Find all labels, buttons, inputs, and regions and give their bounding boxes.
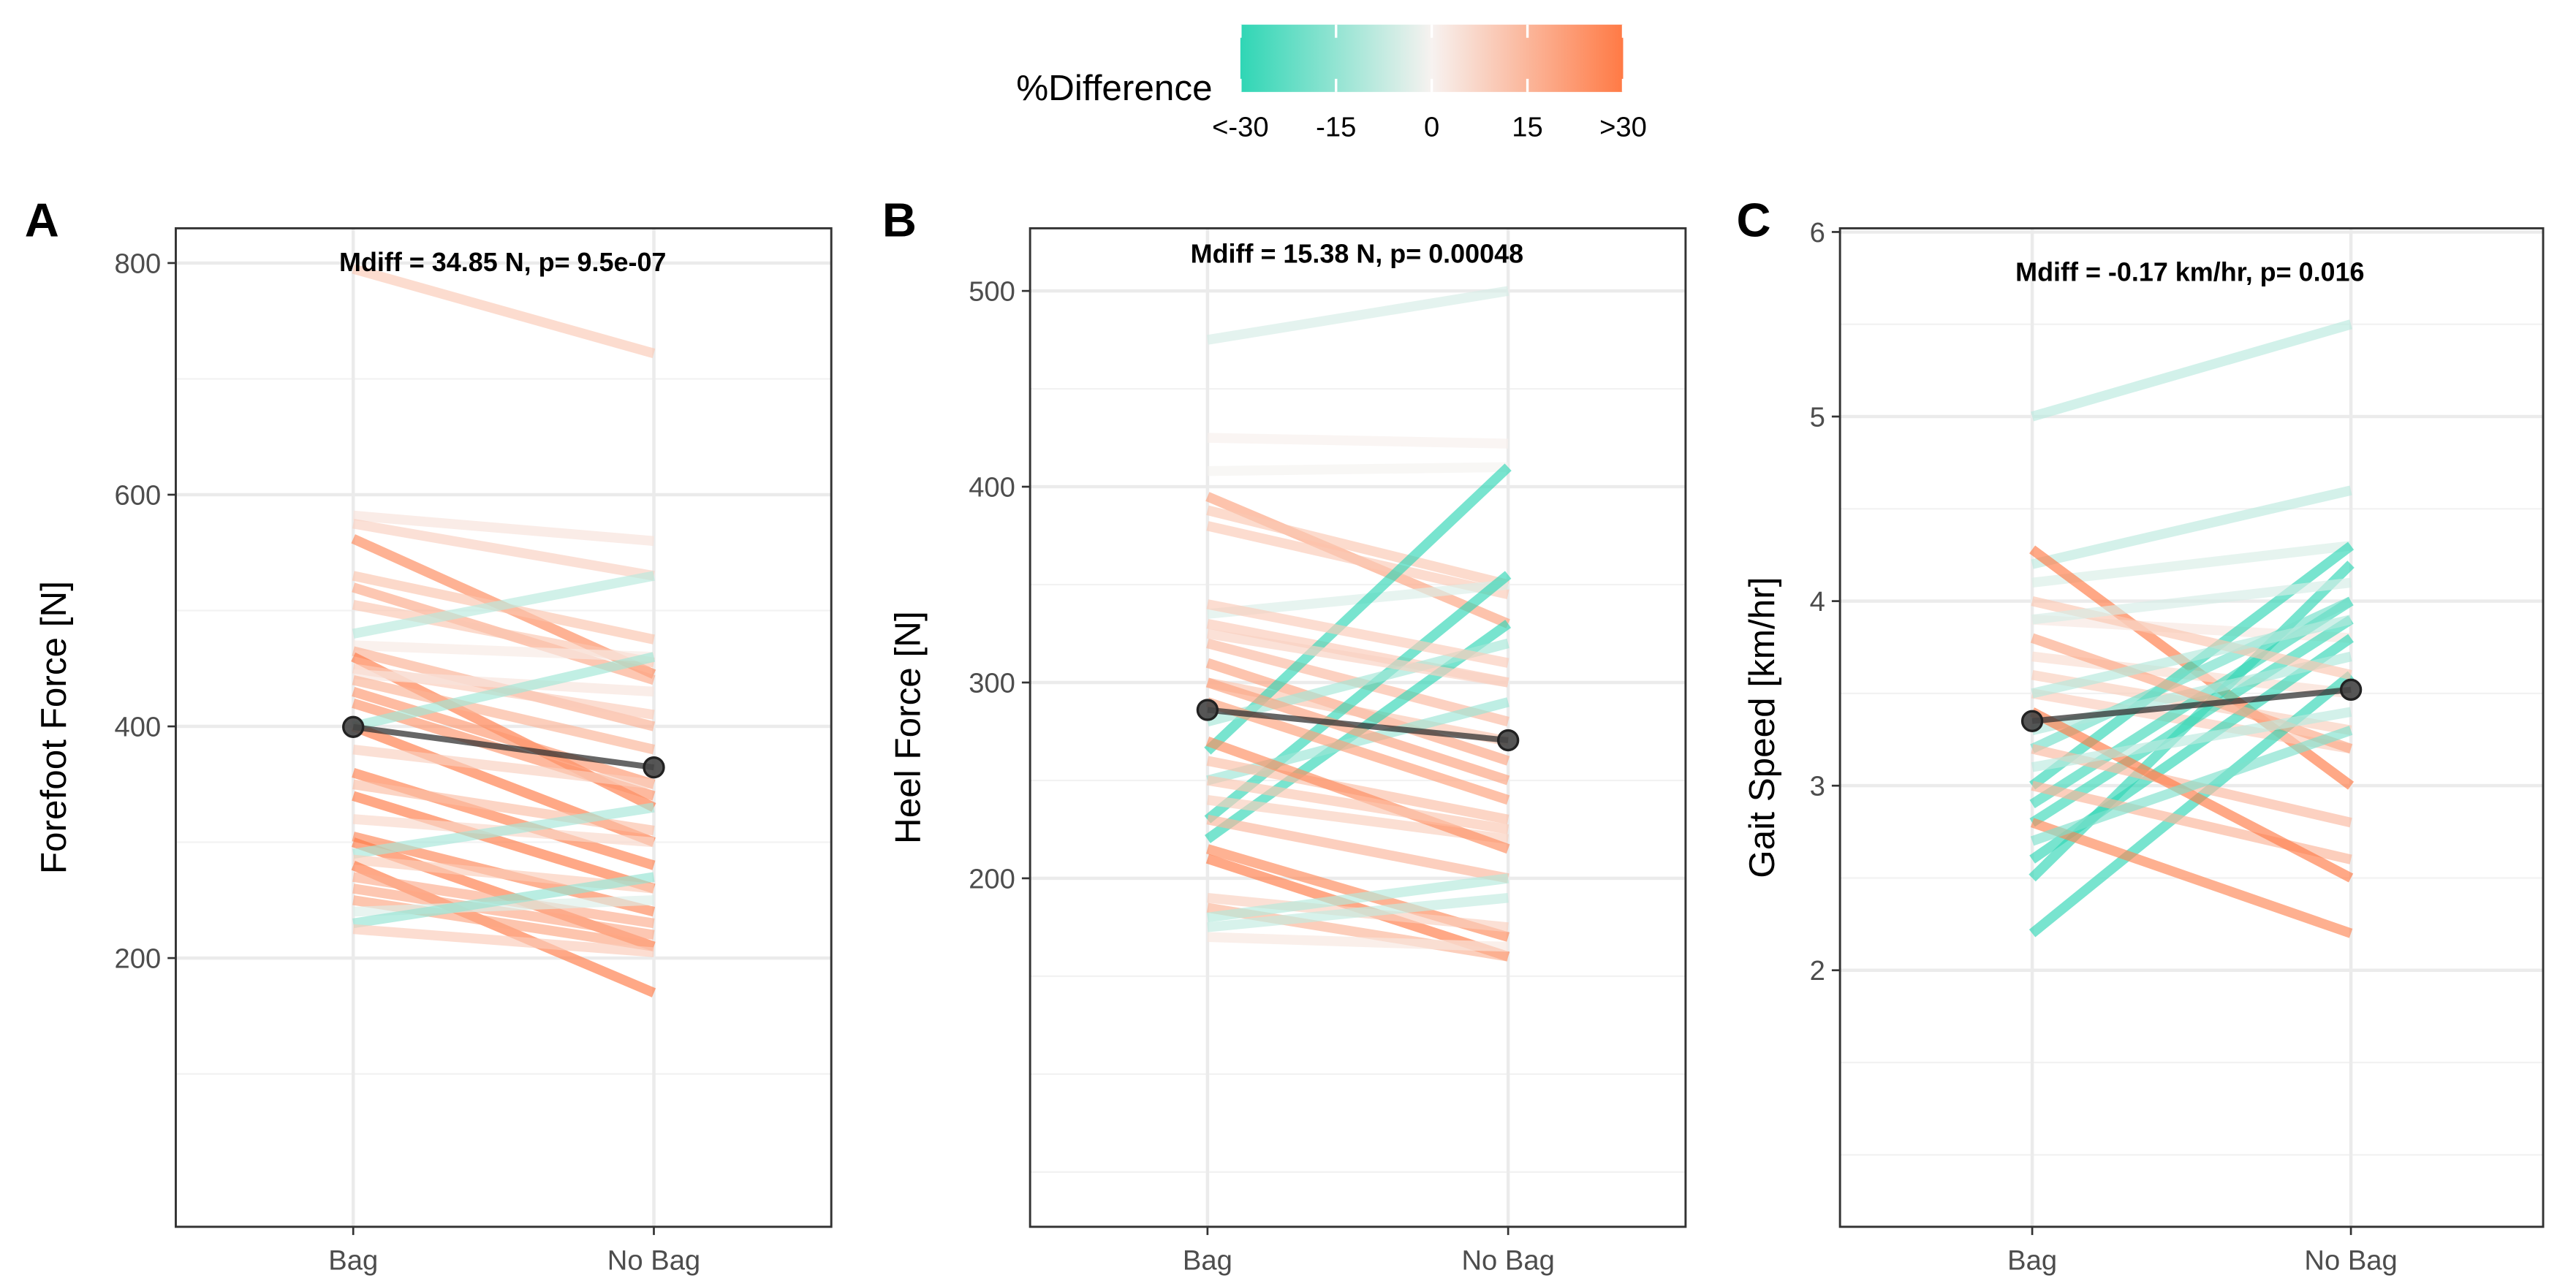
y-axis-title: Forefoot Force [N] (34, 581, 74, 874)
subject-line (2031, 541, 2352, 588)
subject-line (1207, 433, 1509, 449)
y-tick-label: 5 (1810, 402, 1825, 433)
subject-line (2030, 596, 2353, 753)
subject-line (352, 802, 655, 859)
subject-line (1207, 893, 1509, 932)
mean-point (1496, 729, 1520, 752)
panel-c: 2 3 4 5 6 Bag No Bag Mdiff = -0.17 km/hr, p= 0.… (1737, 194, 2545, 1276)
y-tick-label: 600 (115, 479, 162, 511)
colorbar-ticks: <-30 -15 0 15 >30 (1212, 24, 1647, 143)
x-tick-label: No Bag (1461, 1244, 1554, 1276)
subject-line (1207, 932, 1509, 952)
panels: 200 400 600 800 Bag No Bag Mdiff = 34.85 N, p=… (25, 194, 2545, 1276)
mean-point (2339, 678, 2363, 702)
panel-letter: A (25, 194, 59, 247)
subject-line (1206, 599, 1509, 668)
subject-line (352, 779, 655, 836)
y-axis-title: Gait Speed [km/hr] (1742, 577, 1782, 878)
x-tick-label: No Bag (607, 1244, 700, 1276)
y-tick-label: 200 (115, 943, 162, 975)
subject-line (352, 883, 655, 940)
subject-line (1204, 571, 1512, 824)
y-tick-label: 400 (969, 472, 1015, 503)
mean-line (2031, 686, 2352, 724)
legend-title: %Difference (1016, 68, 1212, 108)
subject-line (2029, 707, 2354, 883)
mean-line (352, 723, 655, 771)
subject-line (352, 924, 655, 957)
subject-line (2031, 577, 2352, 625)
mean-point (2020, 710, 2044, 732)
subject-line (2030, 726, 2353, 846)
y-tick-label: 2 (1810, 955, 1825, 987)
subject-line (2031, 319, 2352, 422)
subject-line (352, 669, 654, 697)
subject-line (1206, 677, 1509, 746)
colorbar-tick-label: 15 (1512, 112, 1542, 143)
subject-line (1206, 814, 1509, 883)
subject-line (1207, 873, 1509, 923)
subject-line (352, 675, 656, 755)
plot-border (175, 227, 833, 1228)
subject-line (352, 687, 656, 789)
y-tick-label: 400 (115, 712, 162, 743)
y-tick-label: 500 (969, 276, 1015, 308)
mean-line (1207, 707, 1509, 744)
y-tick-label: 4 (1810, 586, 1825, 617)
subject-line (352, 652, 656, 731)
y-axis-title: Heel Force [N] (888, 611, 928, 844)
subject-line (2031, 615, 2352, 699)
x-tick-label: Bag (328, 1244, 378, 1276)
subject-line (352, 745, 655, 789)
x-tick-label: Bag (2007, 1244, 2057, 1276)
x-tick-label: No Bag (2304, 1244, 2397, 1276)
colorbar-tick-label: <-30 (1212, 112, 1269, 143)
plot-border (1028, 227, 1687, 1228)
panel-letter: B (882, 194, 917, 247)
colorbar-tick-label: -15 (1316, 112, 1356, 143)
subject-line (1205, 737, 1510, 854)
mean-point (1196, 699, 1219, 721)
subject-line (2031, 485, 2352, 569)
subject-line (352, 640, 654, 662)
subject-line (1207, 462, 1509, 476)
y-tick-label: 200 (969, 863, 1015, 894)
y-tick-label: 3 (1810, 771, 1825, 802)
subject-line (1206, 521, 1509, 599)
subject-line (1206, 286, 1509, 345)
subject-line (352, 791, 656, 894)
plot-border (1838, 227, 2545, 1228)
legend: %Difference <-30 -15 0 15 >30 (1016, 24, 1647, 143)
stats-annotation: Mdiff = -0.17 km/hr, p= 0.016 (2015, 256, 2364, 286)
subject-line (2029, 615, 2354, 827)
subject-line (1206, 505, 1509, 590)
y-tick-label: 800 (115, 248, 162, 279)
subject-line (352, 872, 655, 929)
subject-line (352, 264, 656, 359)
subject-line (352, 518, 655, 581)
subject-line (1206, 628, 1509, 688)
x-tick-label: Bag (1183, 1244, 1232, 1276)
subject-line (352, 510, 655, 547)
mean-point (643, 756, 665, 779)
mean-point (342, 715, 365, 738)
subject-line (2030, 818, 2353, 938)
subject-line (1205, 697, 1510, 805)
subject-line (2031, 707, 2352, 772)
stats-annotation: Mdiff = 34.85 N, p= 9.5e-07 (339, 247, 666, 277)
subject-line (2030, 633, 2353, 754)
panel-a: 200 400 600 800 Bag No Bag Mdiff = 34.85 N, p=… (25, 194, 833, 1276)
subject-line (1205, 677, 1510, 786)
panel-b: 200 300 400 500 Bag No Bag Mdiff = 15.38 N, p=… (882, 194, 1687, 1276)
subject-line (352, 571, 655, 639)
subject-line (1206, 775, 1509, 835)
subject-line (352, 895, 654, 917)
colorbar-tick-label: 0 (1424, 112, 1439, 143)
y-tick-label: 300 (969, 667, 1015, 699)
y-tick-label: 6 (1810, 217, 1825, 248)
panel-letter: C (1737, 194, 1771, 247)
stats-annotation: Mdiff = 15.38 N, p= 0.00048 (1191, 239, 1523, 269)
colorbar-tick-label: >30 (1599, 112, 1647, 143)
